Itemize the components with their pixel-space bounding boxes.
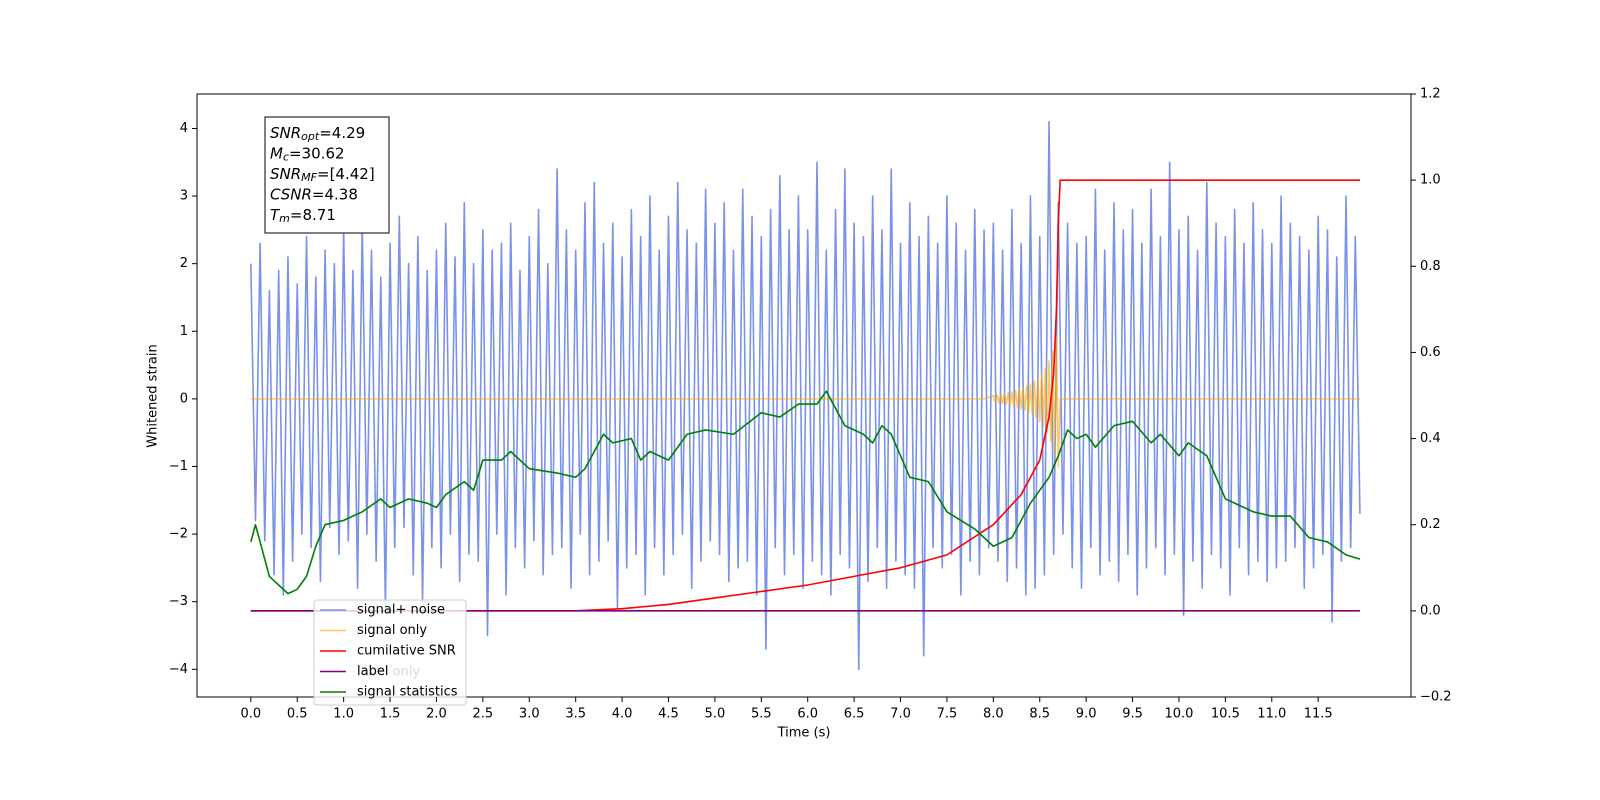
annotation-subscript: opt: [301, 130, 320, 143]
x-tick-label: 11.5: [1304, 707, 1333, 722]
annotation-symbol: M: [270, 144, 283, 162]
legend-label: cumilative SNR: [357, 644, 456, 659]
x-tick-label: 0.5: [287, 707, 308, 722]
y-tick-label: 0: [180, 391, 188, 406]
x-tick-label: 7.0: [890, 707, 911, 722]
x-tick-label: 9.0: [1076, 707, 1097, 722]
annotation-box: [264, 116, 390, 234]
x-tick-label: 4.0: [612, 707, 633, 722]
series-line: [250, 179, 1360, 612]
x-tick-label: 5.5: [751, 707, 772, 722]
annotation-line: Tm=8.71: [270, 206, 336, 226]
x-tick-label: 10.0: [1164, 707, 1193, 722]
x-tick-label: 1.5: [380, 707, 401, 722]
y2-tick-label: 1.2: [1420, 87, 1441, 102]
y2-tick-label: 0.2: [1420, 517, 1441, 532]
annotation-subscript: m: [279, 212, 290, 225]
legend-label: signal only: [357, 623, 427, 638]
legend-label: signal+ noise: [357, 603, 445, 618]
annotation-subscript: c: [283, 151, 289, 164]
x-tick-label: 10.5: [1211, 707, 1240, 722]
annotation-value: =4.29: [319, 124, 365, 142]
y2-tick-label: 0.0: [1420, 603, 1441, 618]
y-tick-label: 4: [180, 121, 188, 136]
x-tick-label: 6.5: [844, 707, 865, 722]
y-tick-label: 2: [180, 256, 188, 271]
x-tick-label: 7.5: [937, 707, 958, 722]
axes-frame: [196, 93, 1412, 698]
annotation-line: CSNR=4.38: [270, 185, 358, 203]
x-tick-label: 2.5: [473, 707, 494, 722]
y2-tick-label: 0.4: [1420, 431, 1441, 446]
x-tick-label: 8.5: [1029, 707, 1050, 722]
y-tick-label: 1: [180, 324, 188, 339]
y-tick-label: 3: [180, 189, 188, 204]
x-tick-label: 11.0: [1257, 707, 1286, 722]
y2-tick-label: 0.8: [1420, 259, 1441, 274]
legend-label: signal statistics: [357, 685, 458, 700]
legend-ghost: label only: [357, 665, 420, 680]
y2-tick-label: 0.6: [1420, 345, 1441, 360]
x-tick-label: 3.0: [519, 707, 540, 722]
x-axis-label: Time (s): [777, 726, 831, 741]
annotation-line: SNRMF=[4.42]: [270, 165, 375, 185]
annotation-value: =30.62: [289, 144, 345, 162]
y-tick-label: −2: [169, 527, 188, 542]
annotation-line: Mc=30.62: [270, 144, 345, 164]
annotation-value: =[4.42]: [317, 165, 375, 183]
legend-box: [313, 599, 467, 706]
annotation-symbol: CSNR: [270, 185, 312, 203]
annotation-symbol: SNR: [270, 124, 301, 142]
x-tick-label: 2.0: [426, 707, 447, 722]
x-tick-label: 6.0: [797, 707, 818, 722]
x-tick-label: 4.5: [658, 707, 679, 722]
y-axis-label: Whitened strain: [146, 344, 161, 447]
annotation: SNRopt=4.29Mc=30.62SNRMF=[4.42]CSNR=4.38…: [270, 124, 375, 226]
y2-tick-label: −0.2: [1420, 690, 1452, 705]
y-tick-label: −3: [169, 594, 188, 609]
annotation-symbol: T: [270, 206, 281, 224]
annotation-symbol: SNR: [270, 165, 301, 183]
annotation-line: SNRopt=4.29: [270, 124, 365, 144]
x-tick-label: 0.0: [240, 707, 261, 722]
x-tick-label: 3.5: [565, 707, 586, 722]
annotation-subscript: MF: [301, 171, 317, 184]
series-line: [250, 390, 1361, 595]
series-line: [250, 120, 1361, 671]
annotation-value: =4.38: [312, 185, 358, 203]
x-tick-label: 5.0: [705, 707, 726, 722]
x-tick-label: 1.0: [333, 707, 354, 722]
plot-area: [250, 120, 1361, 671]
annotation-value: =8.71: [290, 206, 336, 224]
y2-tick-label: 1.0: [1420, 173, 1441, 188]
y-tick-label: −4: [169, 662, 188, 677]
legend: label only signal+ noise signal only cumila…: [320, 603, 458, 700]
x-tick-label: 9.5: [1122, 707, 1143, 722]
y-tick-label: −1: [169, 459, 188, 474]
x-tick-label: 8.0: [983, 707, 1004, 722]
legend-label: label: [357, 664, 388, 679]
